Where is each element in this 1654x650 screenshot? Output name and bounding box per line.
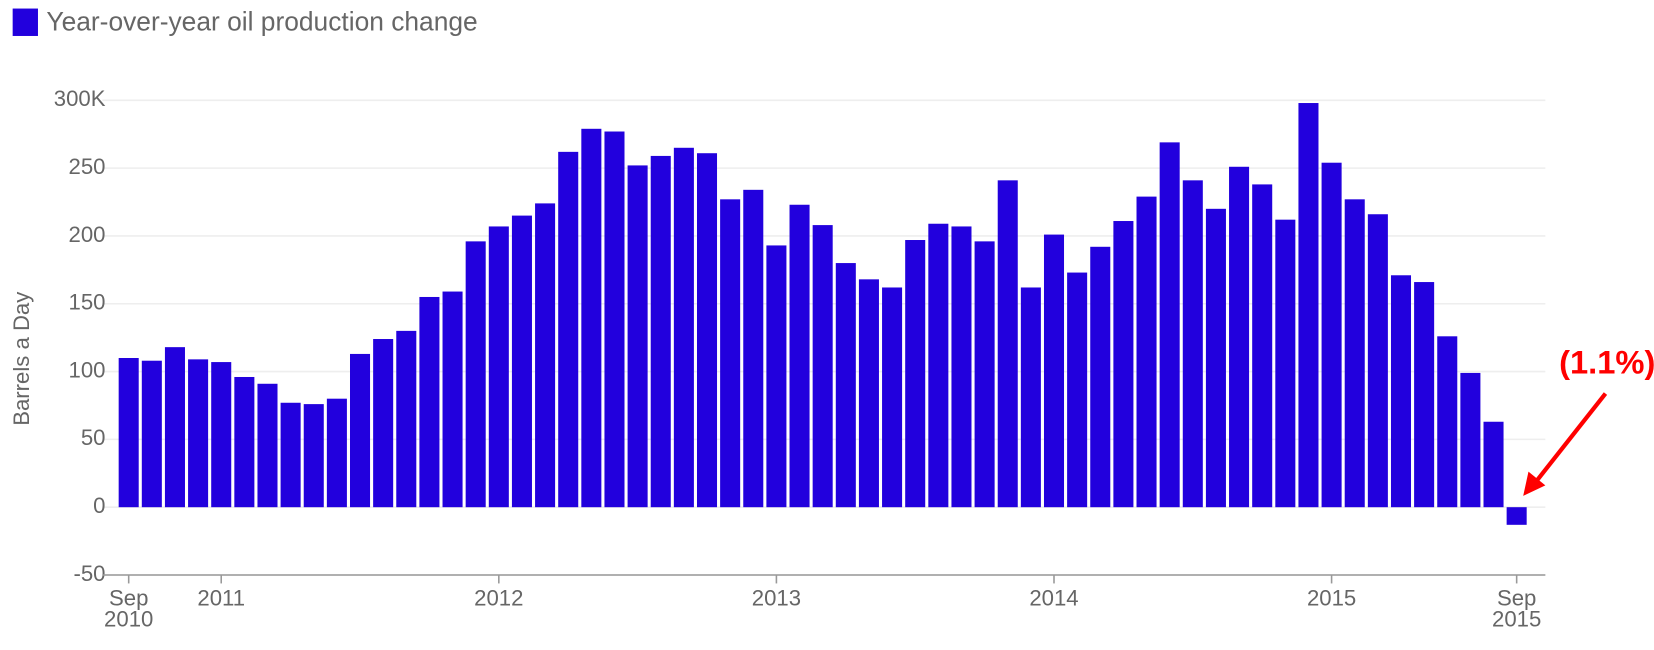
bar bbox=[743, 189, 764, 508]
arrow-head bbox=[1523, 471, 1546, 496]
bar bbox=[1460, 372, 1481, 508]
bar bbox=[673, 147, 694, 508]
bar bbox=[326, 398, 347, 508]
bar bbox=[280, 402, 301, 508]
bar bbox=[858, 279, 879, 508]
bar bbox=[419, 296, 440, 508]
bar bbox=[1298, 103, 1319, 508]
x-tick-label-box: Sep 2015 bbox=[1492, 588, 1542, 632]
bar bbox=[1067, 272, 1088, 508]
bar bbox=[118, 358, 139, 508]
y-tick-label: 200 bbox=[69, 222, 106, 247]
bar bbox=[1437, 336, 1458, 508]
bar bbox=[1090, 246, 1111, 508]
bar bbox=[627, 165, 648, 508]
bar bbox=[349, 353, 371, 508]
y-tick-label: 250 bbox=[69, 154, 106, 179]
bar bbox=[581, 128, 602, 508]
bar bbox=[373, 339, 394, 508]
y-tick-label: 300K bbox=[54, 86, 106, 111]
x-tick-label-box: 2011 bbox=[197, 588, 246, 611]
bar bbox=[1367, 214, 1388, 508]
y-tick-label: -50 bbox=[73, 561, 105, 586]
x-tick-label: 2015 bbox=[1306, 588, 1357, 611]
x-tick-label-box: 2013 bbox=[751, 588, 802, 611]
bar bbox=[303, 404, 324, 508]
bar bbox=[1252, 184, 1273, 508]
bar bbox=[696, 153, 718, 508]
bar bbox=[442, 291, 463, 508]
bar bbox=[1321, 162, 1342, 508]
bar bbox=[234, 376, 255, 508]
bar bbox=[211, 362, 232, 508]
bar bbox=[141, 360, 162, 508]
bar bbox=[1205, 208, 1226, 508]
bar bbox=[1414, 282, 1435, 508]
bar bbox=[396, 330, 417, 508]
bar bbox=[465, 241, 486, 508]
bar bbox=[812, 225, 833, 508]
bar bbox=[511, 215, 532, 508]
bar bbox=[1506, 507, 1527, 525]
bar bbox=[1275, 219, 1296, 508]
bar bbox=[488, 226, 509, 508]
bar bbox=[951, 226, 972, 508]
bar bbox=[766, 245, 787, 508]
bar bbox=[257, 383, 278, 508]
x-tick-label: 2012 bbox=[474, 588, 524, 611]
legend-label: Year-over-year oil production change bbox=[46, 6, 477, 36]
bar bbox=[1182, 180, 1203, 508]
bar bbox=[974, 241, 995, 508]
x-tick-label-box: Sep 2010 bbox=[104, 588, 154, 632]
x-tick-label: Sep 2015 bbox=[1492, 588, 1542, 632]
bar bbox=[997, 180, 1018, 508]
bar bbox=[928, 223, 949, 508]
bar bbox=[535, 203, 556, 508]
bar bbox=[604, 131, 625, 508]
bar bbox=[1020, 287, 1041, 508]
bar bbox=[1344, 199, 1365, 508]
y-tick-label: 0 bbox=[93, 493, 105, 518]
x-tick-label: 2013 bbox=[751, 588, 802, 611]
bar bbox=[1229, 166, 1250, 508]
x-tick-label: 2011 bbox=[197, 588, 246, 611]
bar bbox=[650, 155, 671, 508]
bar bbox=[905, 240, 926, 508]
bar bbox=[882, 287, 903, 508]
y-axis-label: Barrels a Day bbox=[9, 291, 34, 426]
x-tick-label: 2014 bbox=[1029, 588, 1079, 611]
y-tick-label: 50 bbox=[81, 425, 106, 450]
y-tick-label: 100 bbox=[69, 357, 106, 382]
annotation: (1.1%) bbox=[1559, 344, 1654, 381]
bar bbox=[1159, 142, 1180, 508]
annotation-arrow bbox=[1533, 392, 1608, 485]
x-tick-label: Sep 2010 bbox=[104, 588, 154, 632]
y-tick-label: 150 bbox=[69, 290, 106, 315]
bar bbox=[835, 263, 856, 508]
bar bbox=[1483, 421, 1504, 508]
bar bbox=[1136, 196, 1157, 508]
bar bbox=[789, 204, 810, 508]
bar bbox=[720, 199, 741, 508]
bar bbox=[1390, 275, 1412, 508]
bar bbox=[1043, 234, 1065, 508]
bar bbox=[558, 151, 579, 508]
bar bbox=[1113, 221, 1134, 508]
x-tick-label-box: 2012 bbox=[474, 588, 524, 611]
bar bbox=[164, 347, 185, 508]
x-tick-label-box: 2014 bbox=[1029, 588, 1079, 611]
x-tick-label-box: 2015 bbox=[1306, 588, 1357, 611]
legend-swatch bbox=[12, 8, 38, 36]
bar bbox=[188, 359, 209, 508]
